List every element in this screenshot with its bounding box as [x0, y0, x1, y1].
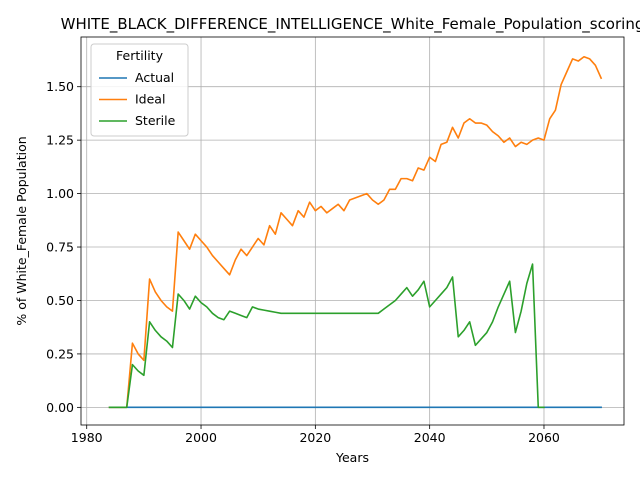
y-tick-label: 0.00 — [46, 400, 74, 415]
legend-entries: Actual Ideal Sterile — [99, 70, 176, 128]
legend-label-sterile: Sterile — [135, 113, 176, 128]
y-tick-label: 1.50 — [46, 79, 74, 94]
x-tick-label: 1980 — [71, 430, 103, 445]
y-tick-label: 1.00 — [46, 186, 74, 201]
chart-title: WHITE_BLACK_DIFFERENCE_INTELLIGENCE_Whit… — [61, 15, 640, 34]
y-tick-label: 0.75 — [46, 240, 74, 255]
x-tick-label: 2000 — [185, 430, 217, 445]
ticks: 1980 2000 2020 2040 2060 0.00 0.25 0.50 0.75 1.00… — [46, 79, 560, 445]
legend-box — [90, 43, 189, 137]
x-axis-label: Years — [335, 450, 369, 465]
series-line-sterile — [108, 263, 545, 409]
y-tick-label: 0.50 — [46, 293, 74, 308]
series-line-ideal — [108, 55, 603, 409]
legend-label-ideal: Ideal — [135, 92, 165, 107]
y-tick-label: 0.25 — [46, 346, 74, 361]
plot-frame — [80, 36, 625, 426]
x-tick-label: 2040 — [414, 430, 446, 445]
legend-label-actual: Actual — [135, 70, 174, 85]
series-layer — [108, 55, 603, 409]
y-tick-label: 1.25 — [46, 133, 74, 148]
x-tick-label: 2060 — [528, 430, 560, 445]
legend-title: Fertility — [116, 48, 164, 63]
x-tick-label: 2020 — [299, 430, 331, 445]
y-axis-label: % of White_Female Population — [14, 136, 29, 325]
legend: Fertility Actual Ideal Sterile — [90, 43, 189, 137]
